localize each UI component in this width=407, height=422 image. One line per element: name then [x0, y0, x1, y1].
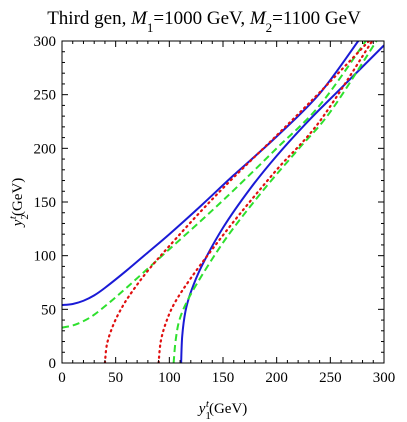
x-axis-label: y1t(GeV)	[197, 398, 248, 422]
series-line-blue-solid-1	[180, 44, 384, 363]
y-tick-label: 150	[34, 195, 57, 211]
series-line-red-dotted-5	[157, 41, 374, 363]
x-tick-label: 200	[265, 370, 288, 386]
x-tick-label: 50	[108, 370, 123, 386]
series-layer	[62, 41, 384, 363]
x-tick-label: 300	[373, 370, 396, 386]
x-tick-label: 0	[58, 370, 66, 386]
y-tick-label: 250	[34, 88, 57, 104]
y-tick-label: 0	[49, 356, 57, 372]
x-tick-label: 250	[319, 370, 342, 386]
chart-title: Third gen, M1=1000 GeV, M2=1100 GeV	[47, 8, 361, 35]
ticks-layer: 0 50 100 150 200 250 300 0 50 100 150 200 250 300	[34, 34, 396, 386]
x-tick-label: 150	[212, 370, 235, 386]
plot-frame	[61, 40, 385, 364]
y-tick-label: 100	[34, 249, 57, 265]
series-line-green-dashed-2	[62, 41, 367, 329]
x-tick-label: 100	[158, 370, 181, 386]
series-line-red-dotted-4	[103, 41, 371, 363]
y-axis-label: y2t(GeV)	[7, 178, 31, 229]
y-tick-label: 50	[41, 302, 56, 318]
y-tick-label: 200	[34, 141, 57, 157]
y-tick-label: 300	[34, 34, 57, 50]
series-line-blue-solid-0	[62, 41, 360, 307]
series-line-green-dashed-3	[172, 41, 378, 363]
